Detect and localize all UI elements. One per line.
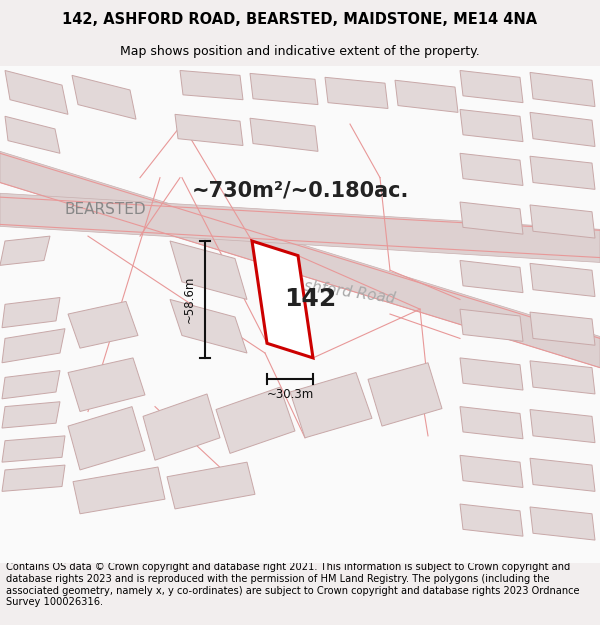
Polygon shape [460, 456, 523, 488]
Polygon shape [530, 409, 595, 442]
Polygon shape [250, 118, 318, 151]
Polygon shape [460, 407, 523, 439]
Text: 142: 142 [284, 288, 337, 311]
Polygon shape [530, 507, 595, 540]
Polygon shape [167, 462, 255, 509]
Polygon shape [460, 261, 523, 292]
Polygon shape [170, 241, 247, 299]
Polygon shape [0, 236, 50, 266]
Polygon shape [530, 72, 595, 106]
Polygon shape [73, 467, 165, 514]
Polygon shape [530, 361, 595, 394]
Polygon shape [395, 80, 458, 112]
Text: BEARSTED: BEARSTED [64, 202, 146, 217]
Polygon shape [2, 329, 65, 362]
Text: Ashford Road: Ashford Road [293, 277, 397, 306]
Polygon shape [72, 76, 136, 119]
Text: ~730m²/~0.180ac.: ~730m²/~0.180ac. [191, 181, 409, 201]
Text: ~58.6m: ~58.6m [182, 276, 196, 323]
Polygon shape [2, 465, 65, 491]
Polygon shape [530, 205, 595, 238]
Polygon shape [68, 407, 145, 470]
Text: 142, ASHFORD ROAD, BEARSTED, MAIDSTONE, ME14 4NA: 142, ASHFORD ROAD, BEARSTED, MAIDSTONE, … [62, 12, 538, 27]
Polygon shape [460, 109, 523, 142]
Text: Contains OS data © Crown copyright and database right 2021. This information is : Contains OS data © Crown copyright and d… [6, 562, 580, 608]
Polygon shape [460, 71, 523, 102]
Text: ~30.3m: ~30.3m [266, 388, 314, 401]
Polygon shape [368, 362, 442, 426]
Polygon shape [460, 504, 523, 536]
Polygon shape [290, 372, 372, 438]
Text: Map shows position and indicative extent of the property.: Map shows position and indicative extent… [120, 45, 480, 58]
Polygon shape [530, 156, 595, 189]
Polygon shape [2, 298, 60, 328]
Polygon shape [175, 114, 243, 146]
Polygon shape [5, 71, 68, 114]
Polygon shape [68, 358, 145, 411]
Polygon shape [2, 402, 60, 428]
Polygon shape [143, 394, 220, 460]
Polygon shape [530, 112, 595, 146]
Polygon shape [0, 193, 600, 262]
Polygon shape [325, 78, 388, 109]
Polygon shape [460, 202, 523, 234]
Polygon shape [252, 241, 313, 358]
Polygon shape [530, 263, 595, 296]
Polygon shape [68, 301, 138, 348]
Polygon shape [530, 458, 595, 491]
Polygon shape [5, 116, 60, 153]
Polygon shape [250, 73, 318, 104]
Polygon shape [460, 358, 523, 390]
Polygon shape [180, 71, 243, 100]
Polygon shape [530, 312, 595, 345]
Polygon shape [2, 371, 60, 399]
Polygon shape [0, 151, 600, 368]
Polygon shape [170, 299, 247, 353]
Polygon shape [460, 309, 523, 341]
Polygon shape [216, 387, 295, 453]
Polygon shape [2, 436, 65, 462]
Polygon shape [460, 153, 523, 186]
